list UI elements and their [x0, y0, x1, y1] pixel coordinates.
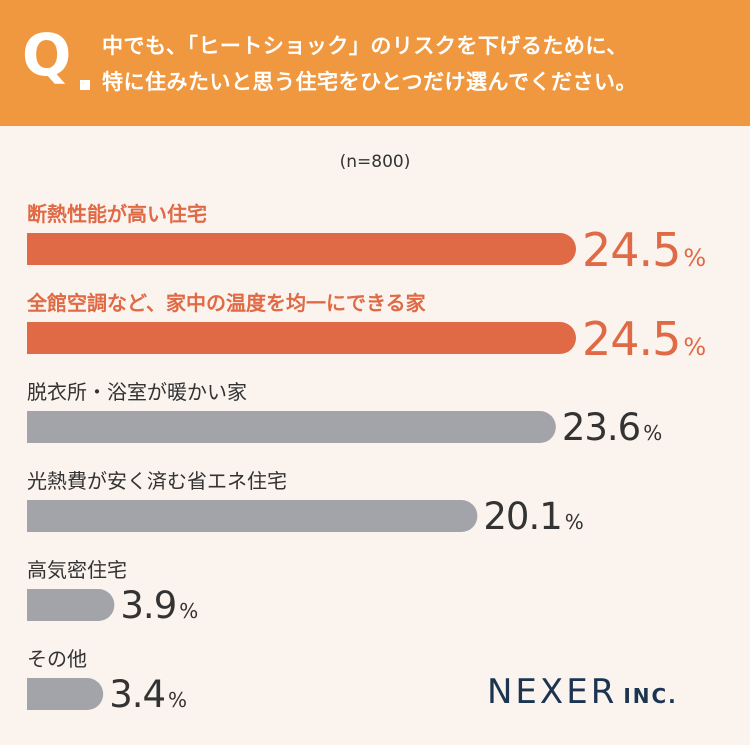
category-label: 断熱性能が高い住宅	[27, 202, 207, 226]
bar	[27, 322, 576, 354]
value-unit: %	[179, 599, 198, 623]
question-header: Q 中でも、「ヒートショック」のリスクを下げるために、 特に住みたいと思う住宅を…	[0, 0, 750, 126]
value-number: 20.1	[483, 495, 561, 538]
bar	[27, 500, 478, 532]
question-mark: Q	[22, 21, 72, 89]
value-label: 23.6%	[562, 406, 662, 449]
value-number: 3.9	[120, 584, 176, 627]
value-number: 24.5	[582, 312, 680, 366]
value-label: 20.1%	[483, 495, 583, 538]
value-label: 24.5%	[582, 312, 706, 366]
sample-size: (n=800)	[339, 152, 411, 172]
value-unit: %	[565, 510, 584, 534]
value-label: 24.5%	[582, 223, 706, 277]
value-unit: %	[683, 244, 706, 272]
value-number: 3.4	[109, 673, 165, 716]
value-unit: %	[643, 421, 662, 445]
value-number: 23.6	[562, 406, 640, 449]
logo-suffix: INC.	[623, 684, 678, 708]
value-unit: %	[683, 333, 706, 361]
bar	[27, 411, 556, 443]
bar	[27, 589, 115, 621]
bar	[27, 678, 104, 710]
category-label: 脱衣所・浴室が暖かい家	[27, 380, 247, 404]
logo-name: NEXER	[487, 672, 618, 712]
question-line-2: 特に住みたいと思う住宅をひとつだけ選んでください。	[102, 70, 637, 94]
category-label: 全館空調など、家中の温度を均一にできる家	[26, 291, 427, 315]
value-label: 3.9%	[120, 584, 198, 627]
bar	[27, 233, 576, 265]
value-number: 24.5	[582, 223, 680, 277]
category-label: 光熱費が安く済む省エネ住宅	[27, 469, 287, 493]
value-label: 3.4%	[109, 673, 187, 716]
category-label: その他	[27, 647, 87, 671]
value-unit: %	[168, 688, 187, 712]
category-label: 高気密住宅	[27, 558, 127, 582]
question-text: 中でも、「ヒートショック」のリスクを下げるために、 特に住みたいと思う住宅をひと…	[102, 28, 742, 100]
question-mark-dot	[80, 80, 90, 90]
question-line-1: 中でも、「ヒートショック」のリスクを下げるために、	[102, 34, 628, 58]
nexer-logo: NEXER INC.	[487, 672, 678, 712]
